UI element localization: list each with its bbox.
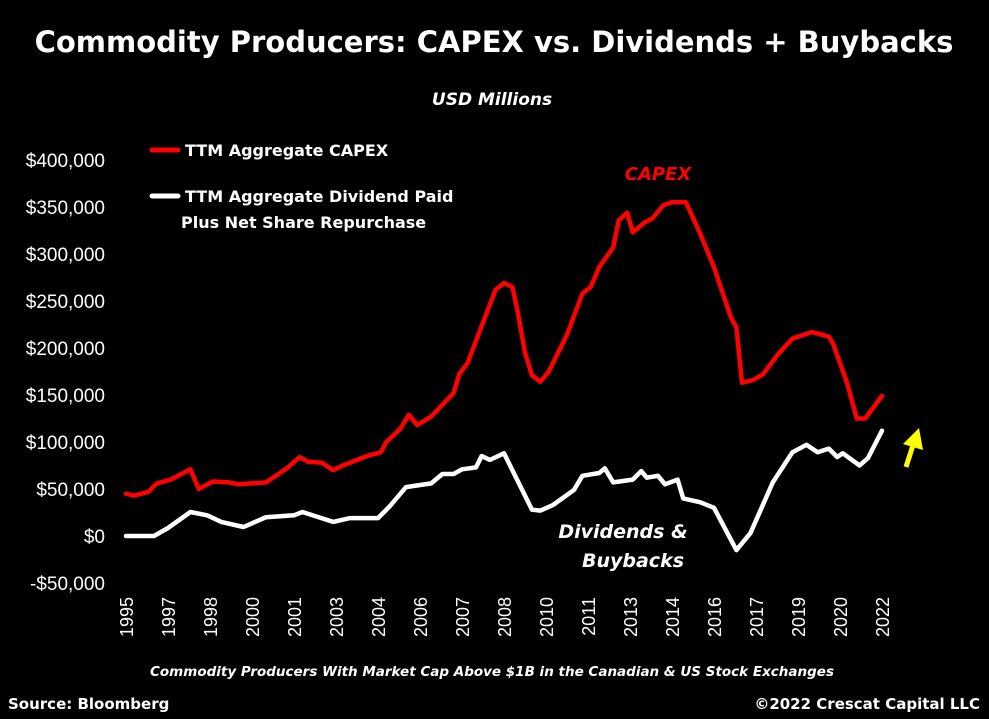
y-tick-label: $300,000 — [26, 245, 105, 266]
x-tick-label: 2022 — [873, 597, 893, 637]
x-tick-label: 1997 — [159, 597, 179, 637]
x-tick-label: 2011 — [579, 597, 599, 636]
legend-label-dividends-1: TTM Aggregate Dividend Paid — [185, 187, 453, 206]
series-line-capex — [123, 200, 885, 498]
chart-subtitle: USD Millions — [432, 90, 552, 110]
x-tick-label: 2019 — [789, 597, 809, 637]
x-tick-label: 2010 — [537, 597, 557, 637]
y-tick-label: $350,000 — [26, 198, 105, 219]
series-lines — [123, 200, 885, 553]
x-tick-label: 2006 — [411, 597, 431, 637]
copyright: ©2022 Crescat Capital LLC — [754, 695, 980, 713]
legend: TTM Aggregate CAPEX TTM Aggregate Divide… — [149, 141, 453, 232]
x-tick-label: 2020 — [831, 597, 851, 637]
x-tick-label: 2001 — [285, 597, 305, 637]
y-tick-label: $400,000 — [26, 151, 105, 172]
yellow-arrow-icon — [903, 428, 923, 468]
x-tick-label: 2004 — [369, 597, 389, 637]
annotation-dividends-2: Buybacks — [582, 550, 684, 572]
y-axis-ticks: $400,000 $350,000 $300,000 $250,000 $200,000… — [26, 151, 105, 595]
x-tick-label: 1995 — [117, 597, 137, 637]
x-tick-label: 2013 — [621, 597, 641, 637]
footnote: Commodity Producers With Market Cap Abov… — [150, 664, 834, 680]
x-tick-label: 2007 — [453, 597, 473, 637]
series-line-dividends-buybacks — [123, 428, 885, 553]
x-tick-label: 2008 — [495, 597, 515, 637]
y-tick-label: $150,000 — [26, 386, 105, 407]
annotation-dividends-1: Dividends & — [558, 521, 687, 543]
x-tick-label: 2016 — [705, 597, 725, 637]
chart-title: Commodity Producers: CAPEX vs. Dividends… — [35, 25, 954, 59]
y-tick-label: $200,000 — [26, 339, 105, 360]
y-tick-label: $50,000 — [36, 480, 105, 501]
legend-label-dividends-2: Plus Net Share Repurchase — [181, 213, 426, 232]
y-tick-label: $100,000 — [26, 433, 105, 454]
x-tick-label: 2017 — [747, 597, 767, 637]
y-tick-label: $250,000 — [26, 292, 105, 313]
y-tick-label: $0 — [84, 527, 105, 548]
legend-label-capex: TTM Aggregate CAPEX — [185, 141, 389, 160]
x-tick-label: 2003 — [327, 597, 347, 637]
x-tick-label: 2000 — [243, 597, 263, 637]
x-tick-label: 1998 — [201, 597, 221, 637]
source: Source: Bloomberg — [8, 695, 169, 713]
x-axis-ticks: 1995 1997 1998 2000 2001 2003 2004 2006 2007 2008… — [117, 597, 893, 637]
y-tick-label: -$50,000 — [30, 574, 105, 595]
x-tick-label: 2014 — [663, 597, 683, 637]
annotation-capex: CAPEX — [625, 164, 693, 185]
